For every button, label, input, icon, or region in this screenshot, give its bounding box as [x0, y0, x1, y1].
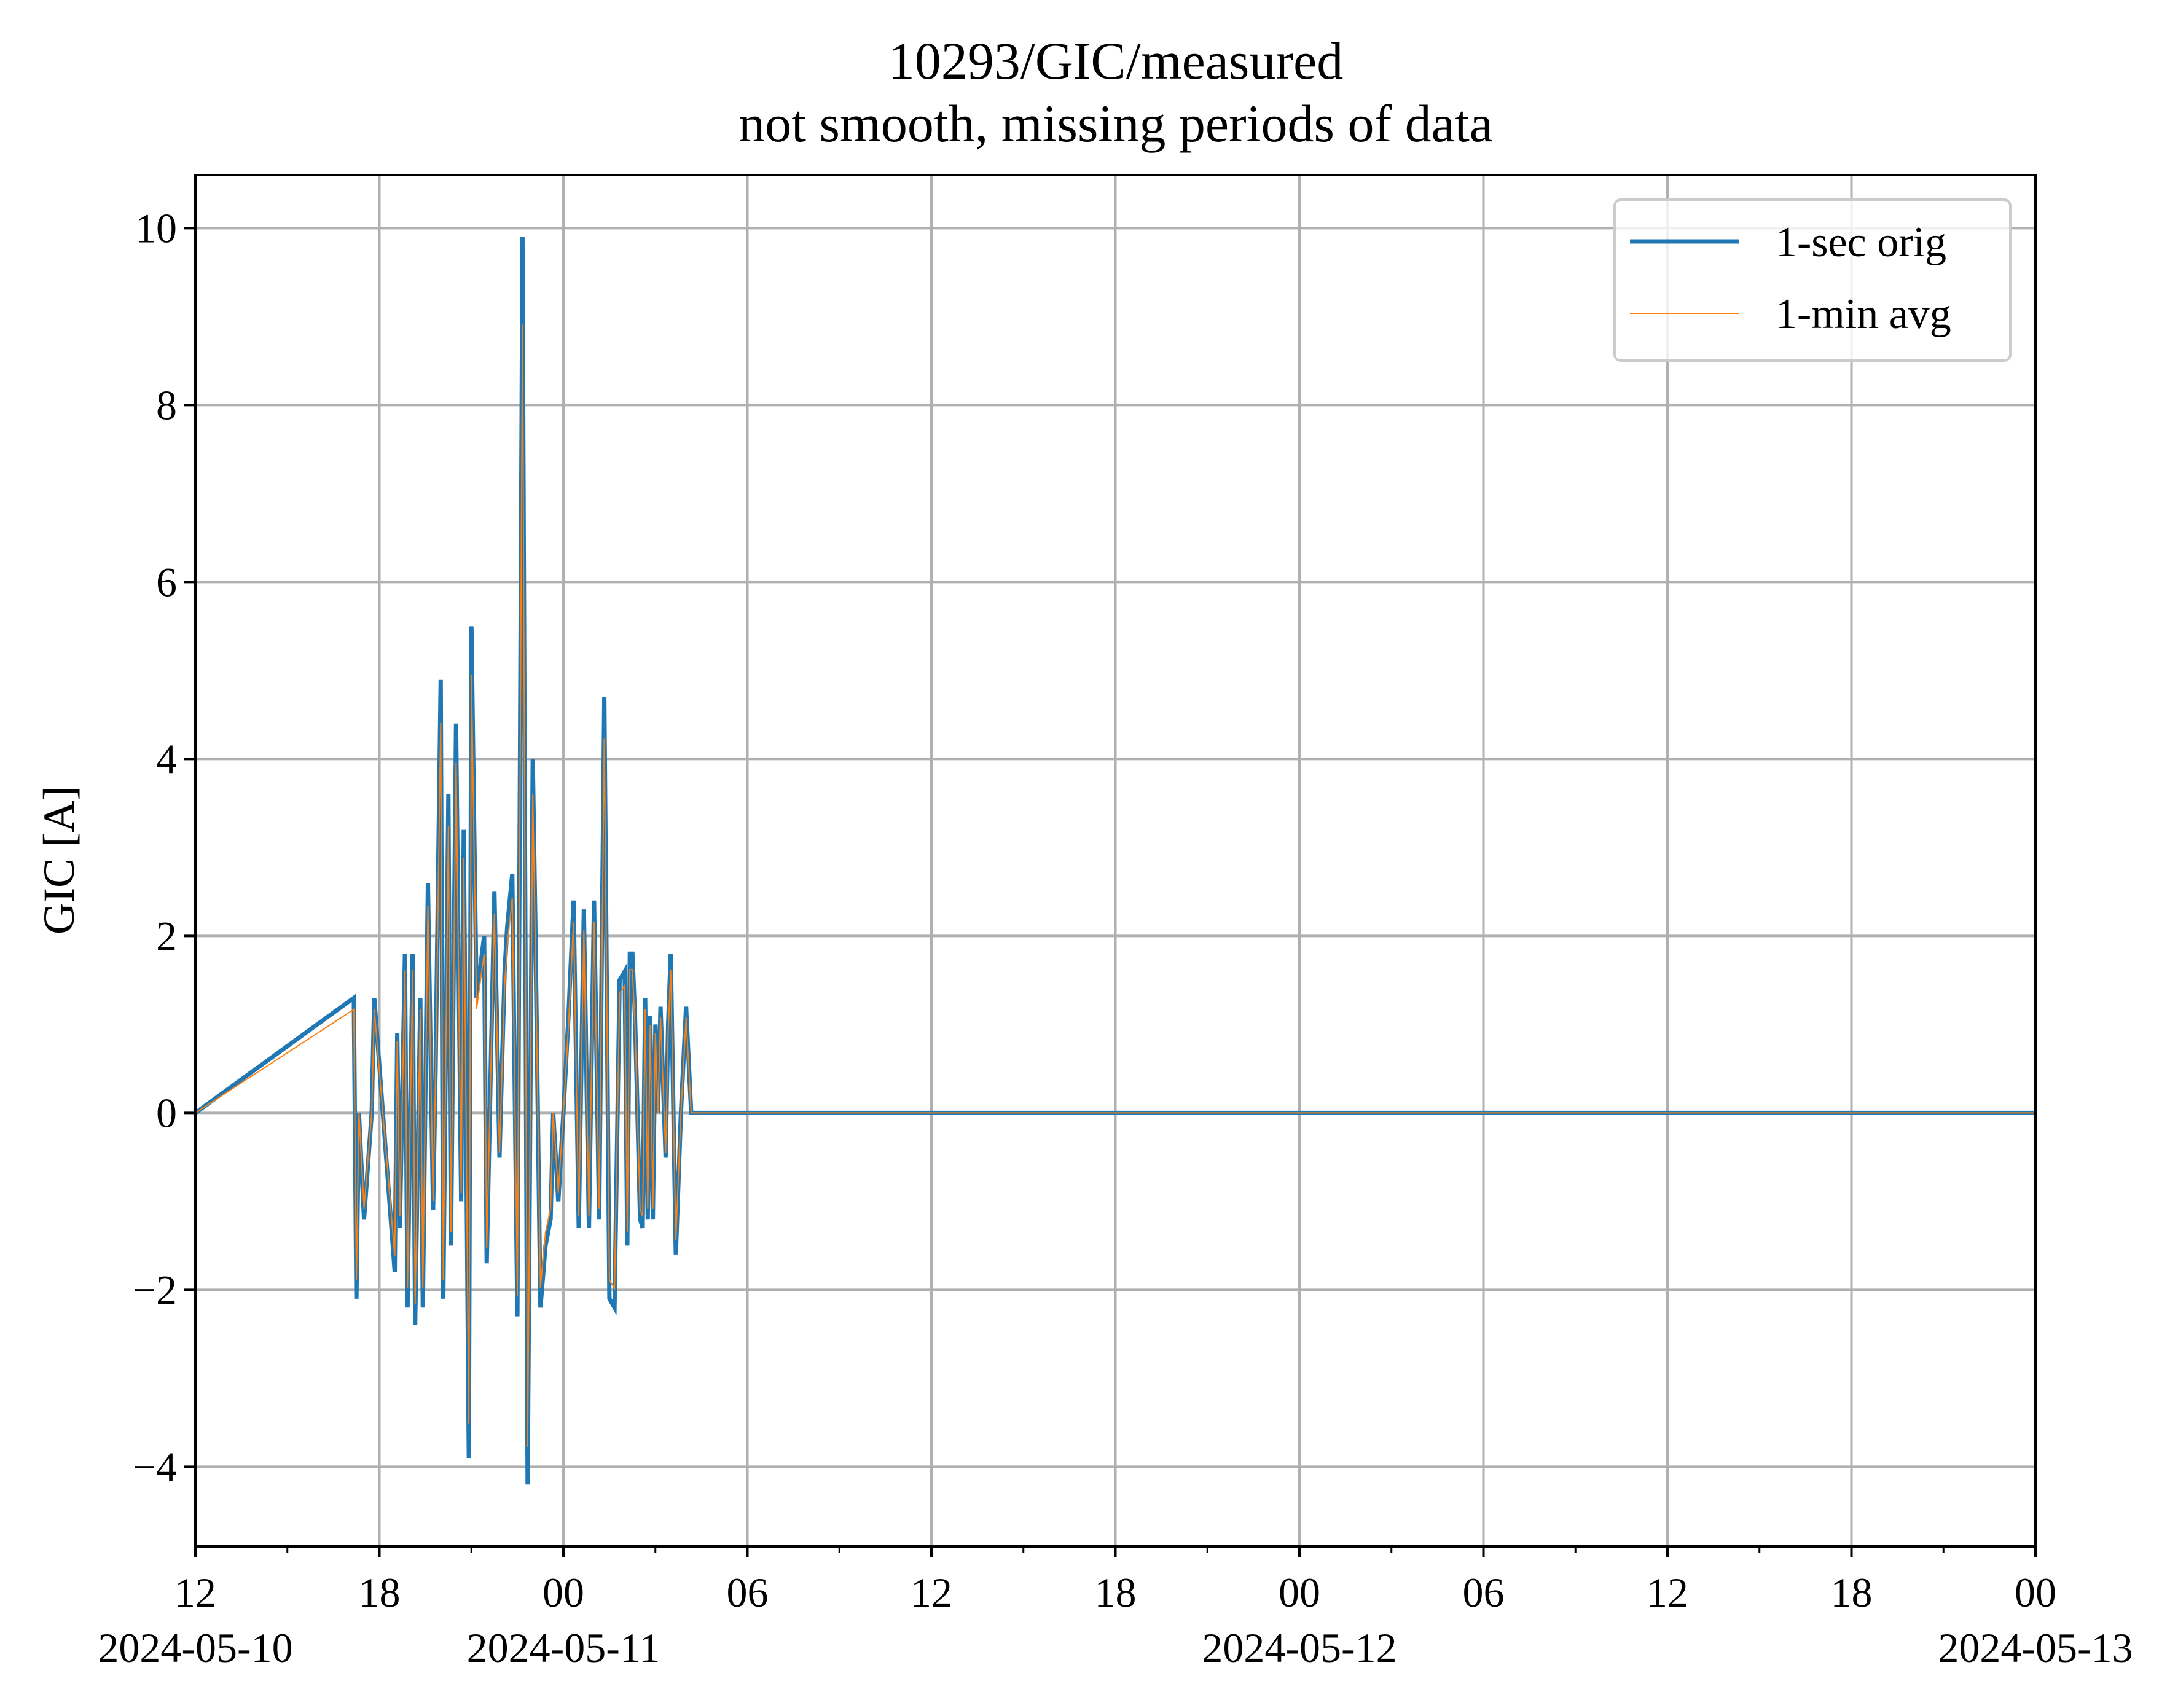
series-line-avg: [195, 324, 2035, 1447]
y-tick-label: 10: [135, 205, 177, 251]
x-tick-date-label: 2024-05-13: [1938, 1624, 2133, 1671]
y-tick-label: 4: [156, 735, 177, 782]
y-axis-label: GIC [A]: [34, 786, 84, 934]
x-tick-label: 18: [1831, 1569, 1873, 1616]
legend-label-orig: 1-sec orig: [1776, 219, 1946, 266]
legend: 1-sec orig 1-min avg: [1613, 198, 2012, 362]
x-tick-label: 06: [1463, 1569, 1505, 1616]
x-axis: 12 2024-05-10 18 00 2024-05-11 06 12 18 00 2024-0…: [98, 1546, 2133, 1671]
legend-label-avg: 1-min avg: [1776, 291, 1951, 338]
x-tick-label: 06: [727, 1569, 769, 1616]
series-lines: [194, 237, 2035, 1485]
x-tick-date-label: 2024-05-10: [98, 1624, 292, 1671]
y-axis: −4 −2 0 2 4 6 8 10: [133, 205, 195, 1490]
x-tick-label: 12: [911, 1569, 952, 1616]
chart-subtitle: not smooth, missing periods of data: [738, 94, 1493, 153]
y-tick-label: 0: [156, 1089, 177, 1136]
x-tick-label: 18: [1095, 1569, 1137, 1616]
x-tick-label: 12: [1647, 1569, 1688, 1616]
y-tick-label: 8: [156, 382, 177, 428]
x-tick-label: 12: [174, 1569, 216, 1616]
y-tick-label: −4: [133, 1443, 177, 1490]
x-tick-label: 18: [359, 1569, 401, 1616]
x-tick-date-label: 2024-05-12: [1202, 1624, 1397, 1671]
grid-lines: [194, 175, 2037, 1546]
x-tick-label: 00: [2015, 1569, 2056, 1616]
y-tick-label: 2: [156, 912, 177, 959]
chart-title: 10293/GIC/measured: [888, 31, 1343, 90]
y-tick-label: 6: [156, 558, 177, 605]
x-tick-label: 00: [1279, 1569, 1320, 1616]
x-tick-date-label: 2024-05-11: [467, 1624, 660, 1671]
x-tick-label: 00: [543, 1569, 584, 1616]
y-tick-label: −2: [133, 1266, 177, 1313]
